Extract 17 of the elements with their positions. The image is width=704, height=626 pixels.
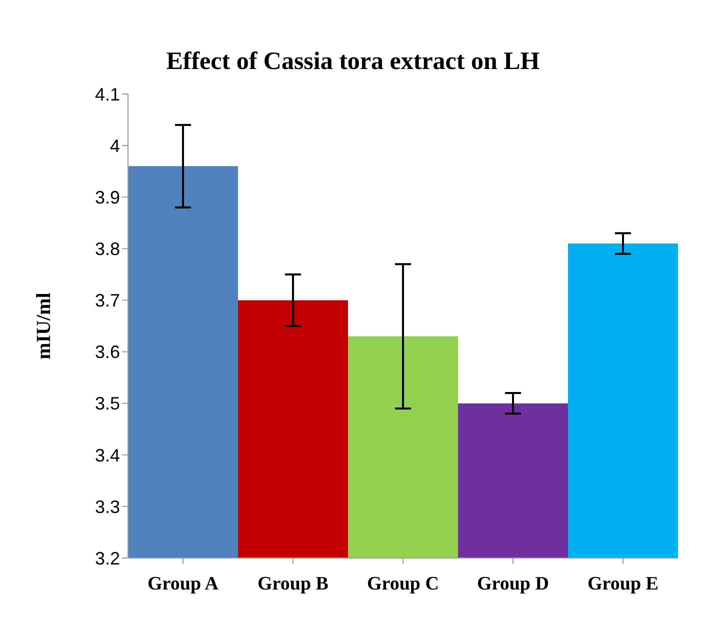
y-tick-label: 3.5 xyxy=(94,394,120,414)
y-tick-label: 3.2 xyxy=(94,548,120,568)
x-tick-label: Group A xyxy=(148,573,219,594)
y-tick-label: 3.3 xyxy=(94,496,120,517)
x-tick-label: Group C xyxy=(367,573,439,594)
x-tick-label: Group D xyxy=(477,573,549,594)
y-tick-label: 3.9 xyxy=(94,188,120,208)
y-tick-label: 4.1 xyxy=(94,84,120,104)
chart-title: Effect of Cassia tora extract on LH xyxy=(165,47,541,77)
y-tick-label: 3.8 xyxy=(94,239,120,260)
y-tick-label: 4 xyxy=(110,136,120,156)
y-tick-label: 3.7 xyxy=(94,290,120,311)
x-tick-label: Group E xyxy=(588,573,658,594)
x-tick-label: Group B xyxy=(258,573,329,594)
y-tick-label: 3.4 xyxy=(94,445,120,466)
y-axis-title: mIU/ml xyxy=(33,292,56,360)
y-tick-label: 3.6 xyxy=(94,342,120,362)
